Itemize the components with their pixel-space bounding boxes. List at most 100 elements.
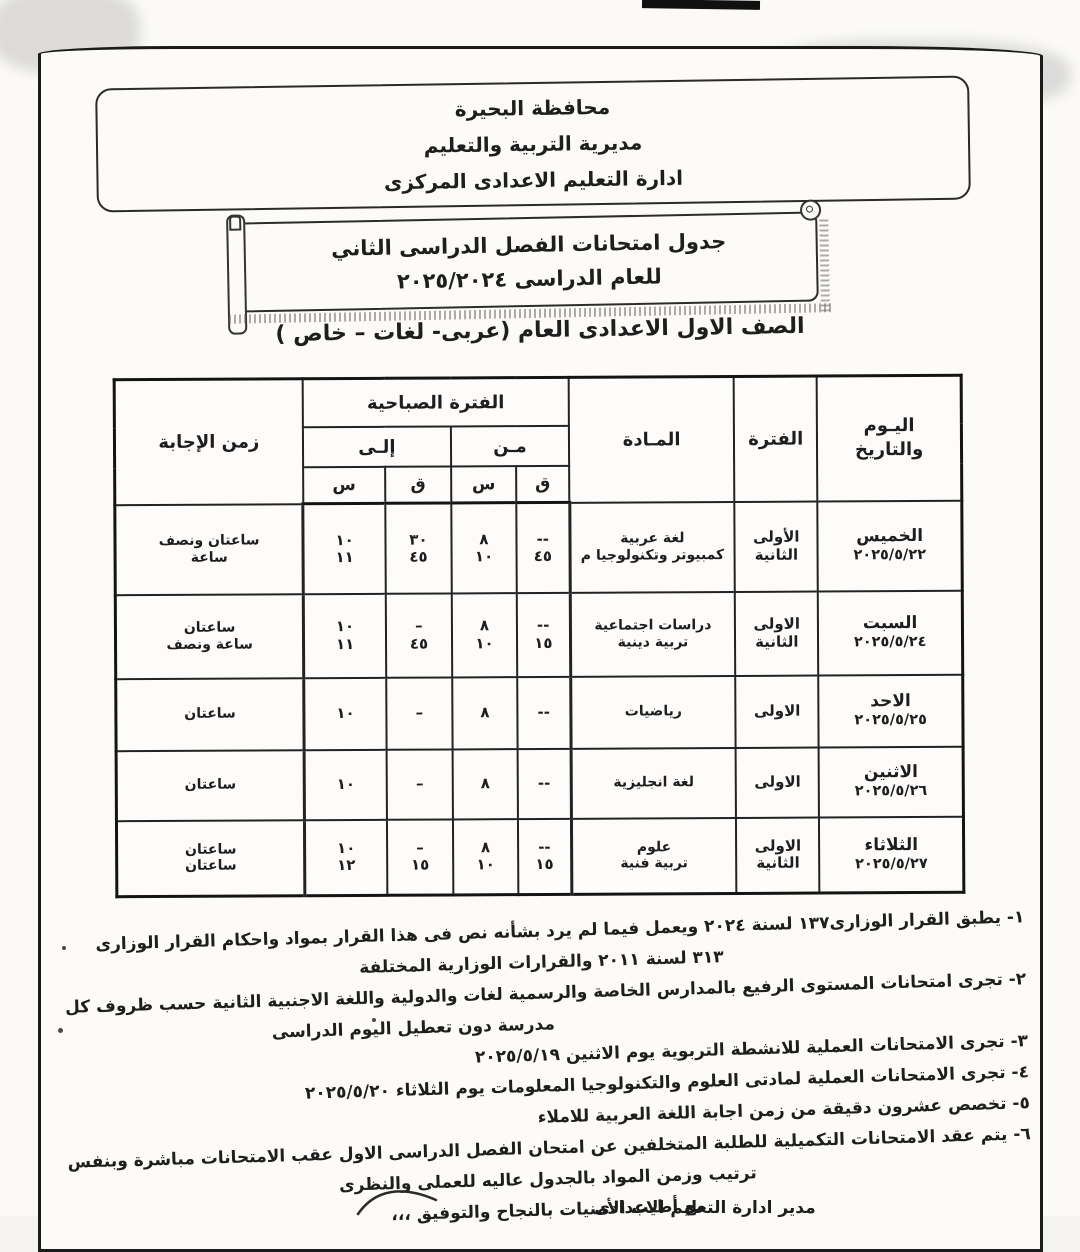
to-minutes: – [415, 703, 424, 722]
day-date: ٢٠٢٥/٥/٢٤ [853, 633, 927, 651]
to-hours: ١٠ [335, 617, 355, 636]
header-subject: المـادة [568, 376, 735, 503]
subject-value: علوم [636, 839, 672, 856]
to-hours-cell: ١٠ [304, 749, 387, 820]
to-hours-cell: ١٠ [303, 677, 387, 750]
to-minutes: ٣٠ [409, 530, 428, 549]
answer-time: ساعتان [184, 777, 237, 794]
day-date-cell: الاثنين ٢٠٢٥/٥/٢٦ [818, 746, 964, 818]
subject-value: كمبيوتر وتكنولوجيا م [580, 546, 725, 564]
table-row-thursday: الخميس ٢٠٢٥/٥/٢٢ الأولى الثانية لغة عربي… [114, 500, 963, 595]
to-hours-cell: ١٠ ١١ [303, 593, 387, 678]
header-from-hours: س [451, 466, 517, 503]
subject-value: لغة عربية [620, 530, 685, 547]
from-minutes-cell: -- [517, 676, 571, 749]
answer-time: ساعتان [183, 619, 236, 637]
table-row-monday: الاثنين ٢٠٢٥/٥/٢٦ الاولى لغة انجليزية --… [116, 746, 964, 821]
day-name: الثلاثاء [864, 835, 919, 856]
day-date-cell: الثلاثاء ٢٠٢٥/٥/٢٧ [819, 816, 964, 894]
day-date: ٢٠٢٥/٥/٢٢ [853, 546, 927, 564]
from-hours-cell: ٨ [452, 676, 518, 749]
from-minutes: -- [537, 702, 550, 721]
letterhead-administration: ادارة التعليم الاعدادى المركزى [383, 165, 684, 195]
day-date-cell: السبت ٢٠٢٥/٥/٢٤ [818, 590, 963, 676]
from-hours: ١٠ [474, 546, 494, 566]
from-minutes: -- [538, 837, 551, 857]
to-hours: ١١ [335, 547, 354, 566]
period-value: الاولى [754, 772, 801, 791]
to-minutes-cell: ٣٠ ٤٥ [385, 502, 452, 594]
to-minutes: – [416, 838, 424, 857]
to-minutes-cell: – ٤٥ [385, 592, 453, 678]
from-minutes: -- [537, 773, 551, 792]
from-minutes-cell: -- ٤٥ [516, 502, 570, 593]
from-minutes: -- [536, 616, 550, 635]
from-hours: ٨ [479, 529, 489, 548]
period-value: الأولى [753, 527, 800, 547]
subject-value: تربية فنية [620, 855, 688, 872]
scroll-left-curl-icon [229, 215, 242, 231]
to-minutes: ١٥ [410, 855, 430, 874]
answer-time-cell: ساعتان ونصف ساعة [114, 503, 304, 595]
scan-dot [62, 946, 66, 950]
subject-cell: رياضيات [570, 675, 736, 749]
letterhead-directorate: مديرية التربية والتعليم [423, 130, 643, 158]
subject-cell: لغة عربية كمبيوتر وتكنولوجيا م [569, 501, 736, 593]
day-date: ٢٠٢٥/٥/٢٥ [854, 711, 927, 729]
to-hours: ١٢ [337, 856, 356, 875]
from-hours-cell: ٨ ١٠ [451, 592, 518, 677]
from-hours: ٨ [480, 838, 491, 857]
period-cell: الاولى [735, 675, 819, 748]
subject-cell: لغة انجليزية [570, 747, 737, 819]
from-minutes-cell: -- ١٥ [516, 592, 571, 677]
from-hours: ٨ [480, 774, 490, 793]
header-to-hours: س [302, 466, 386, 504]
from-hours-cell: ٨ ١٠ [452, 818, 519, 895]
period-value: الثانية [754, 545, 799, 564]
letterhead-box: محافظة البحيرة مديرية التربية والتعليم ا… [95, 75, 971, 213]
header-to: إلـى [302, 426, 452, 468]
day-date-cell: الاحد ٢٠٢٥/٥/٢٥ [818, 674, 964, 748]
answer-time: ساعتان [185, 857, 237, 875]
from-hours-cell: ٨ ١٠ [451, 502, 517, 593]
day-name: الاحد [870, 691, 911, 712]
from-minutes: ١٥ [534, 633, 553, 652]
period-value: الاولى [753, 701, 801, 720]
subject-cell: دراسات اجتماعية تربية دينية [569, 591, 736, 677]
to-minutes: ٤٥ [409, 634, 429, 653]
period-value: الثانية [755, 632, 799, 651]
from-minutes-cell: -- [517, 748, 572, 819]
day-name: الخميس [856, 526, 924, 547]
scroll-right-ruffle-icon [819, 219, 831, 312]
banner-title: جدول امتحانات الفصل الدراسى الثاني [330, 229, 727, 261]
from-hours-cell: ٨ [452, 748, 518, 819]
header-day-date: اليـوم والتاريخ [816, 375, 962, 502]
to-minutes-cell: – [386, 748, 453, 820]
from-hours: ٨ [479, 616, 490, 635]
table-row-saturday: السبت ٢٠٢٥/٥/٢٤ الاولى الثانية دراسات اج… [115, 590, 963, 679]
period-value: الثانية [756, 853, 800, 873]
letterhead-governorate: محافظة البحيرة [454, 94, 611, 122]
exam-schedule-table: اليـوم والتاريخ الفترة المـادة الفترة ال… [112, 373, 966, 899]
pen-stroke-mark [356, 1190, 438, 1216]
period-cell: الاولى الثانية [735, 591, 819, 676]
scan-artifact-mark [641, 0, 761, 10]
period-value: الاولى [753, 614, 801, 634]
from-hours: ٨ [480, 703, 490, 722]
period-value: الاولى [754, 836, 802, 855]
subject-value: لغة انجليزية [613, 774, 694, 792]
to-hours: ١٠ [336, 774, 356, 793]
period-cell: الاولى الثانية [736, 817, 820, 894]
period-cell: الأولى الثانية [734, 501, 819, 592]
header-to-minutes: ق [385, 466, 452, 504]
from-minutes: ١٥ [535, 855, 554, 874]
subject-cell: علوم تربية فنية [571, 817, 737, 895]
day-date-cell: الخميس ٢٠٢٥/٥/٢٢ [817, 500, 963, 592]
to-hours: ١١ [335, 634, 355, 653]
answer-time-cell: ساعتان ساعة ونصف [115, 593, 304, 679]
subject-value: تربية دينية [617, 633, 689, 651]
notes-section: ١- يطبق القرار الوزارى١٣٧ لسنة ٢٠٢٤ ويعم… [46, 906, 1042, 1236]
day-date: ٢٠٢٥/٥/٢٦ [854, 782, 928, 800]
from-hours: ١٠ [475, 633, 494, 652]
scanned-document-page: محافظة البحيرة مديرية التربية والتعليم ا… [0, 0, 1080, 1216]
